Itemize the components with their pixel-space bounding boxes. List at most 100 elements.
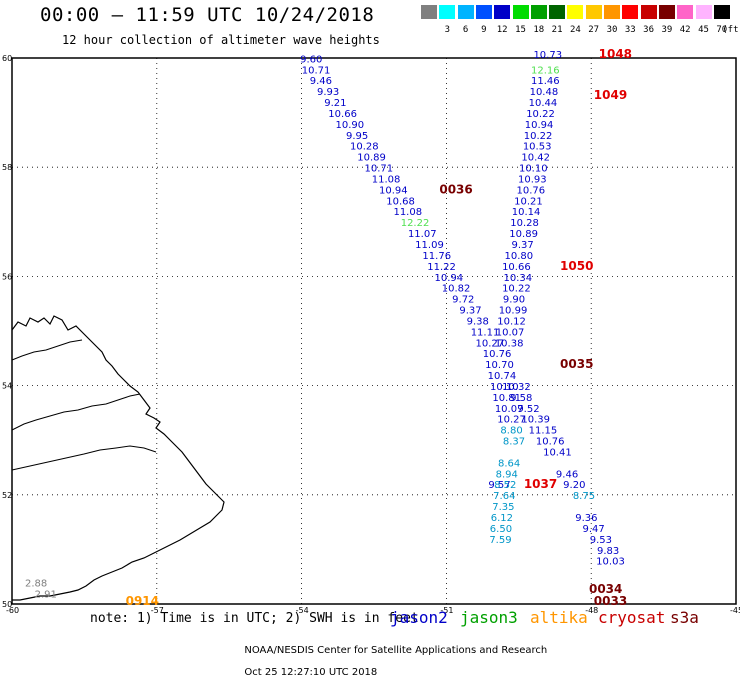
satellite-name-s3a: s3a [670,608,699,627]
credit-timestamp: Oct 25 12:27:10 UTC 2018 [244,667,378,678]
lat-tick-label: 58 [2,163,12,172]
wave-height-value: 11.46 [531,76,560,87]
lon-tick-label: -45 [730,606,740,615]
legend-swatch [457,5,474,19]
wave-height-value: 10.94 [379,185,408,196]
wave-height-value: 10.94 [434,273,463,284]
legend-swatch [677,5,694,19]
wave-height-value: 10.32 [502,382,531,393]
wave-height-value: 10.42 [521,153,550,164]
wave-height-value: 10.22 [526,109,555,120]
wave-height-value: 11.76 [422,251,451,262]
credit-line: NOAA/NESDIS Center for Satellite Applica… [238,634,547,678]
wave-height-value: 10.39 [521,415,550,426]
wave-height-value: 10.53 [523,142,552,153]
wave-height-value: 2.88 [25,579,47,590]
wave-height-value: 9.21 [324,98,346,109]
wave-height-value: 10.21 [514,196,543,207]
pass-time-label: 0033 [594,594,627,608]
wave-height-value: 9.60 [300,54,322,65]
legend-swatch [421,5,437,19]
wave-height-value: 10.07 [495,404,524,415]
wave-height-value: 9.38 [467,316,489,327]
wave-height-value: 10.94 [525,120,554,131]
pass-time-label: 1037 [524,477,557,491]
legend-label: 42 [679,25,691,35]
satellite-name-altika: altika [530,608,588,627]
wave-height-value: 8.75 [573,491,595,502]
legend-label: 18 [533,25,545,35]
wave-height-value: 10.27 [497,415,526,426]
wave-height-value: 8.37 [503,437,525,448]
legend-swatch [530,5,547,19]
wave-height-value: 9.95 [346,131,368,142]
wave-height-value: 10.90 [336,120,365,131]
lat-tick-label: 60 [2,54,12,63]
legend-label: 70 [716,25,728,35]
coastline [11,315,225,601]
legend-label: 30 [606,25,618,35]
coastline-inner [11,393,141,431]
legend-swatch [549,5,566,19]
wave-height-value: 10.89 [509,229,538,240]
wave-height-value: 10.28 [510,218,539,229]
legend-swatch [604,5,620,19]
legend-label: 33 [624,25,636,35]
wave-height-value: 8.52 [494,480,516,491]
legend-label: 24 [569,25,581,35]
wave-height-value: 10.71 [365,164,394,175]
legend-label: 12 [496,25,508,35]
wave-height-value: 10.14 [512,207,541,218]
wave-height-value: 9.93 [317,87,339,98]
wave-height-value: 11.09 [415,240,444,251]
wave-height-value: 10.68 [386,196,415,207]
wave-height-value: 10.22 [524,131,553,142]
wave-height-value: 9.46 [556,469,578,480]
wave-height-value: 10.70 [485,360,514,371]
pass-time-label: 0914 [126,594,159,608]
wave-height-value: 10.82 [442,284,471,295]
wave-height-value: 10.99 [499,306,528,317]
wave-height-value: 8.80 [500,426,522,437]
legend-label: 21 [551,25,563,35]
wave-height-value: 9.83 [597,546,619,557]
legend-swatch [494,5,511,19]
credit-source: NOAA/NESDIS Center for Satellite Applica… [244,645,548,656]
wave-height-value: 10.66 [502,262,531,273]
wave-height-value: 9.37 [512,240,534,251]
legend-label: 15 [515,25,526,35]
wave-height-value: 8.64 [498,458,520,469]
pass-time-label: 0035 [560,357,593,371]
wave-height-value: 10.10 [490,382,519,393]
legend-swatch [622,5,639,19]
legend-label: 6 [462,25,469,35]
wave-height-value: 2.91 [35,589,57,600]
wave-height-value: 10.76 [536,437,565,448]
wave-height-value: 9.58 [510,393,532,404]
pass-time-label: 1049 [594,88,627,102]
lon-tick-label: -57 [151,606,164,615]
lat-tick-label: 52 [2,491,12,500]
legend-swatch [475,5,492,19]
legend-swatch [585,5,602,19]
wave-height-value: 7.64 [493,491,515,502]
legend-swatch [658,5,675,19]
wave-height-value: 9.72 [452,295,474,306]
legend-swatch [640,5,657,19]
legend-label: 9 [481,25,487,35]
wave-height-value: 11.07 [408,229,437,240]
wave-height-value: 11.08 [393,207,422,218]
wave-height-value: 9.90 [503,295,525,306]
wave-height-value: 7.35 [492,502,514,513]
legend-swatch [439,5,456,19]
pass-time-label: 0036 [439,182,472,196]
satellite-name-jason3: jason3 [460,608,518,627]
lon-tick-label: -60 [6,606,19,615]
wave-height-value: 10.93 [518,174,547,185]
legend-label: 3 [444,25,450,35]
legend-swatch [567,5,584,19]
map-frame [11,57,737,605]
lat-tick-label: 54 [2,382,12,391]
wave-height-value: 10.71 [302,65,331,76]
wave-height-value: 10.44 [529,98,558,109]
